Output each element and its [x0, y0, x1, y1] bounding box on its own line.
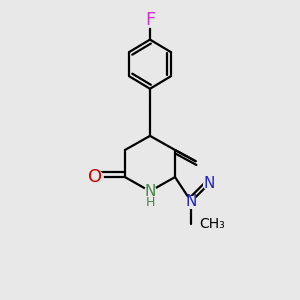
Text: CH₃: CH₃ [200, 217, 225, 231]
Text: N: N [185, 194, 197, 209]
Text: O: O [88, 168, 103, 186]
Text: N: N [144, 184, 156, 199]
Text: N: N [203, 176, 214, 191]
Text: H: H [145, 196, 155, 209]
Text: F: F [145, 11, 155, 29]
